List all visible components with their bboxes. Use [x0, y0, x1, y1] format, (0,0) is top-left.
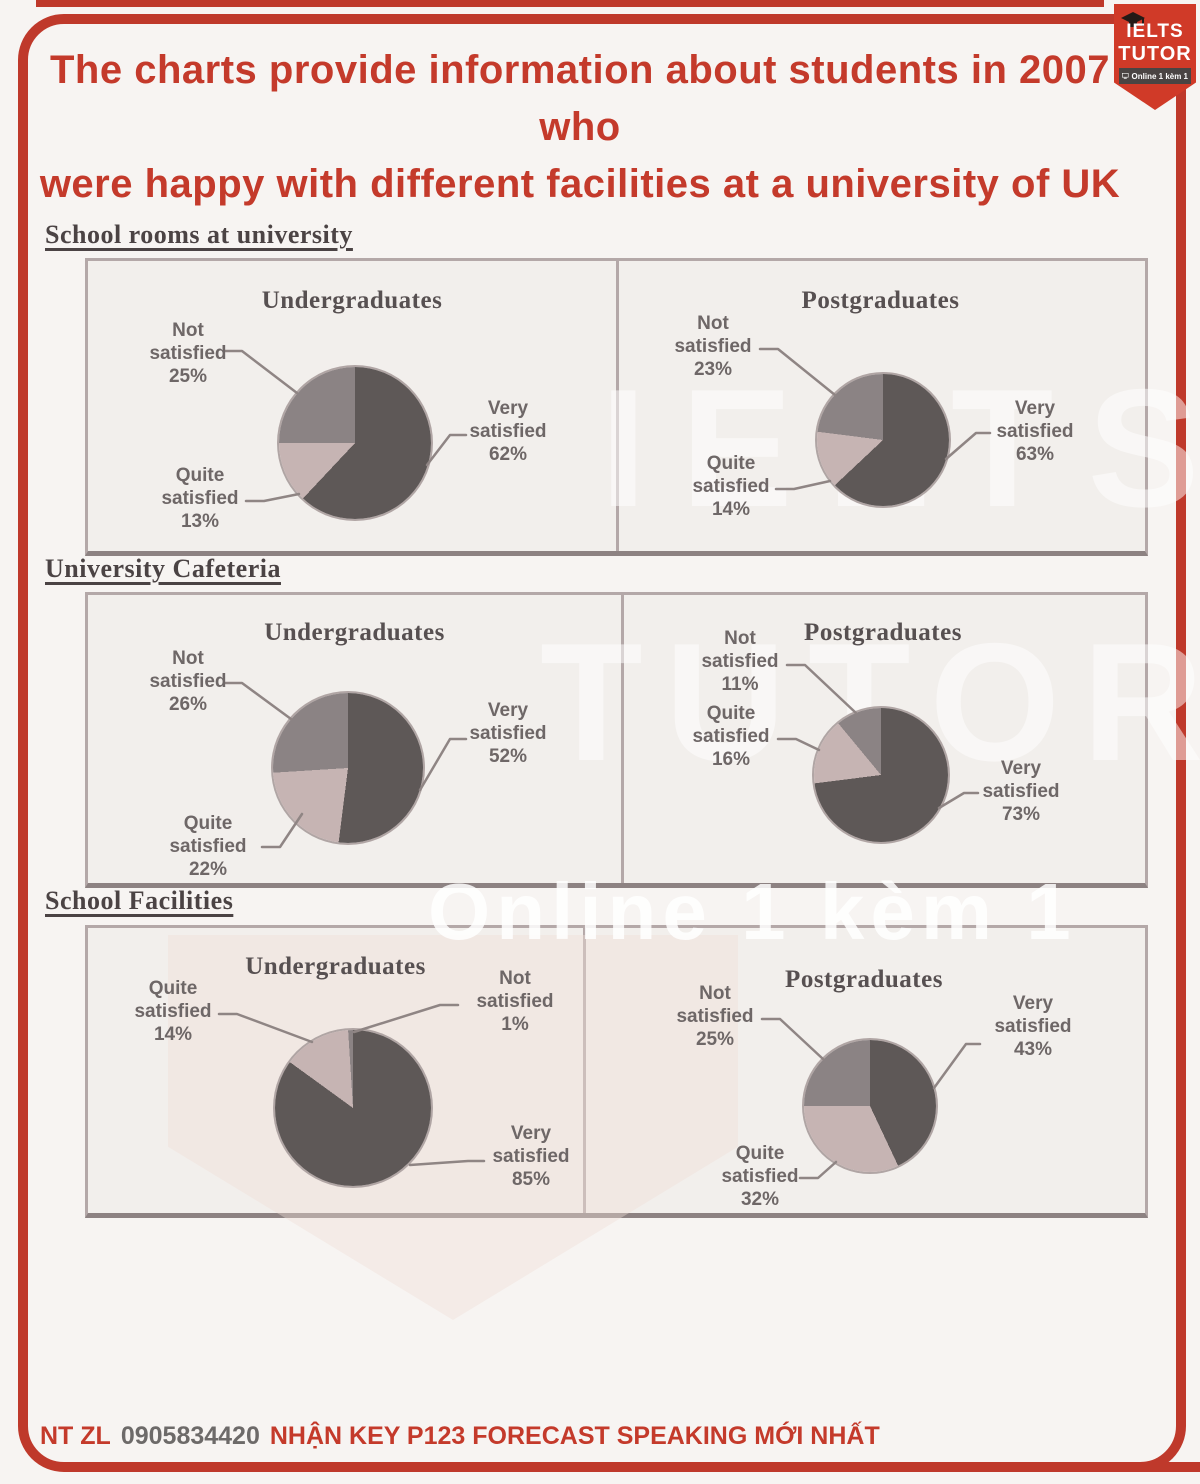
- pie-chart-undergraduates: [279, 367, 431, 519]
- panel-divider: [583, 928, 586, 1213]
- pie-chart-postgraduates: [814, 708, 948, 842]
- pie-label-very-satisfied: Very satisfied 62%: [469, 398, 547, 465]
- page-border-frame: [18, 14, 1186, 1472]
- pie-label-not-satisfied: Not satisfied 23%: [674, 313, 752, 380]
- section-heading: School Facilities: [45, 886, 234, 915]
- logo-text-ielts: IELTS: [1126, 21, 1184, 42]
- pie-label-not-satisfied: Not satisfied 11%: [701, 628, 779, 695]
- page-title: The charts provide information about stu…: [30, 42, 1130, 213]
- panel-divider: [621, 595, 624, 883]
- page-title-line1: The charts provide information about stu…: [50, 48, 1110, 149]
- pie-chart-postgraduates: [804, 1040, 936, 1172]
- pie-label-very-satisfied: Very satisfied 52%: [469, 700, 547, 767]
- pie-label-very-satisfied: Very satisfied 85%: [492, 1123, 570, 1190]
- page-title-line2: were happy with different facilities at …: [39, 162, 1121, 206]
- chart-title-undergraduates: Undergraduates: [245, 953, 426, 980]
- pie-chart-undergraduates: [273, 693, 423, 843]
- ielts-tutor-logo: IELTS TUTOR Online 1 kèm 1: [1114, 4, 1196, 110]
- chart-title-postgraduates: Postgraduates: [801, 287, 960, 314]
- footer-message: NHẬN KEY P123 FORECAST SPEAKING MỚI NHẤT: [269, 1422, 880, 1450]
- computer-monitor-icon: [1122, 73, 1129, 79]
- footer-phone: 0905834420: [120, 1422, 260, 1450]
- section-box: Undergraduates Postgraduates Not satisfi…: [85, 592, 1148, 888]
- watermark-tagline: Online 1 kèm 1: [428, 867, 1077, 956]
- pie-chart-postgraduates: [817, 374, 949, 506]
- logo-text-tutor: TUTOR: [1118, 43, 1192, 65]
- logo-badge-text: Online 1 kèm 1: [1131, 71, 1188, 81]
- pie-label-very-satisfied: Very satisfied 43%: [994, 993, 1072, 1060]
- pie-label-not-satisfied: Not satisfied 25%: [676, 983, 754, 1050]
- chart-title-postgraduates: Postgraduates: [785, 966, 943, 993]
- panel-divider: [616, 261, 619, 551]
- top-red-strip: [36, 0, 1104, 7]
- chart-title-undergraduates: Undergraduates: [261, 287, 443, 314]
- footer-contact: NT ZL 0905834420 NHẬN KEY P123 FORECAST SP…: [40, 1422, 880, 1451]
- chart-title-postgraduates: Postgraduates: [804, 619, 962, 646]
- footer-contact-label: NT ZL: [40, 1422, 111, 1450]
- section-heading: School rooms at university: [45, 220, 353, 249]
- graduation-cap-icon: [1121, 12, 1145, 27]
- pie-label-not-satisfied: Not satisfied 1%: [476, 968, 554, 1035]
- pie-label-quite-satisfied: Quite satisfied 14%: [692, 453, 770, 520]
- section-box: Undergraduates Postgraduates Not satisfi…: [85, 258, 1148, 556]
- page-border-bottom-extension: [1140, 1462, 1200, 1472]
- pie-label-quite-satisfied: Quite satisfied 16%: [692, 703, 770, 770]
- section-heading: University Cafeteria: [45, 554, 281, 583]
- pie-label-quite-satisfied: Quite satisfied 14%: [134, 978, 212, 1045]
- pie-label-not-satisfied: Not satisfied 26%: [149, 648, 227, 715]
- pie-label-very-satisfied: Very satisfied 73%: [982, 758, 1060, 825]
- pie-label-not-satisfied: Not satisfied 25%: [149, 320, 227, 387]
- logo-badge: Online 1 kèm 1: [1119, 68, 1191, 84]
- pie-label-quite-satisfied: Quite satisfied 13%: [161, 465, 239, 532]
- pie-label-very-satisfied: Very satisfied 63%: [996, 398, 1074, 465]
- chart-title-undergraduates: Undergraduates: [264, 619, 445, 646]
- pie-label-quite-satisfied: Quite satisfied 32%: [721, 1143, 799, 1210]
- pie-chart-undergraduates: [275, 1030, 431, 1186]
- section-box: Undergraduates Postgraduates Quite satis…: [85, 925, 1148, 1218]
- pie-label-quite-satisfied: Quite satisfied 22%: [169, 813, 247, 880]
